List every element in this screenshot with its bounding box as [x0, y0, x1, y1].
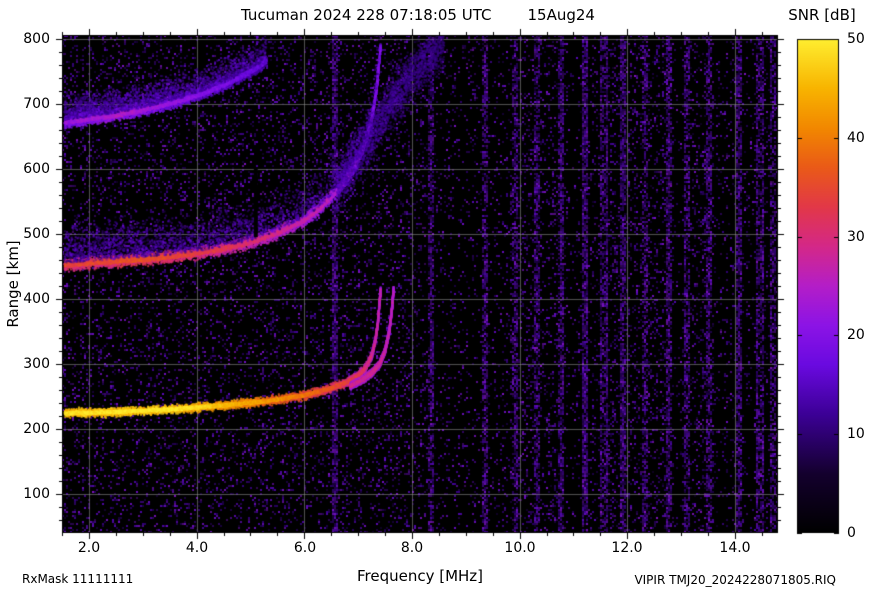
x-tick-label-2: 2.0 — [77, 540, 101, 556]
y-axis-label: Range [km] — [4, 240, 22, 328]
colorbar-tick-label-0: 0 — [847, 525, 856, 541]
colorbar-tick-label-30: 30 — [847, 229, 865, 245]
colorbar-title: SNR [dB] — [788, 6, 856, 24]
x-tick-label-8: 8.0 — [400, 540, 424, 556]
y-tick-label-700: 700 — [23, 96, 50, 112]
plot-date: 15Aug24 — [527, 6, 595, 24]
y-tick-label-100: 100 — [23, 486, 50, 502]
colorbar-tick-label-40: 40 — [847, 130, 865, 146]
x-tick-label-14: 14.0 — [719, 540, 751, 556]
y-tick-label-600: 600 — [23, 161, 50, 177]
x-tick-label-12: 12.0 — [611, 540, 643, 556]
colorbar-tick-label-10: 10 — [847, 426, 865, 442]
x-tick-label-4: 4.0 — [185, 540, 209, 556]
y-tick-label-400: 400 — [23, 291, 50, 307]
file-info-label: VIPIR TMJ20_2024228071805.RIQ — [634, 573, 836, 587]
plot-title: Tucuman 2024 228 07:18:05 UTC — [241, 6, 492, 24]
colorbar-tick-label-20: 20 — [847, 327, 865, 343]
colorbar-tick-label-50: 50 — [847, 31, 865, 47]
rxmask-label: RxMask 11111111 — [22, 572, 134, 586]
y-tick-label-300: 300 — [23, 356, 50, 372]
y-tick-label-500: 500 — [23, 226, 50, 242]
x-tick-label-6: 6.0 — [293, 540, 317, 556]
y-tick-label-800: 800 — [23, 31, 50, 47]
y-tick-label-200: 200 — [23, 421, 50, 437]
x-tick-label-10: 10.0 — [504, 540, 536, 556]
title-row: Tucuman 2024 228 07:18:05 UTC 15Aug24 — [28, 6, 808, 24]
x-axis-label: Frequency [MHz] — [356, 567, 484, 585]
